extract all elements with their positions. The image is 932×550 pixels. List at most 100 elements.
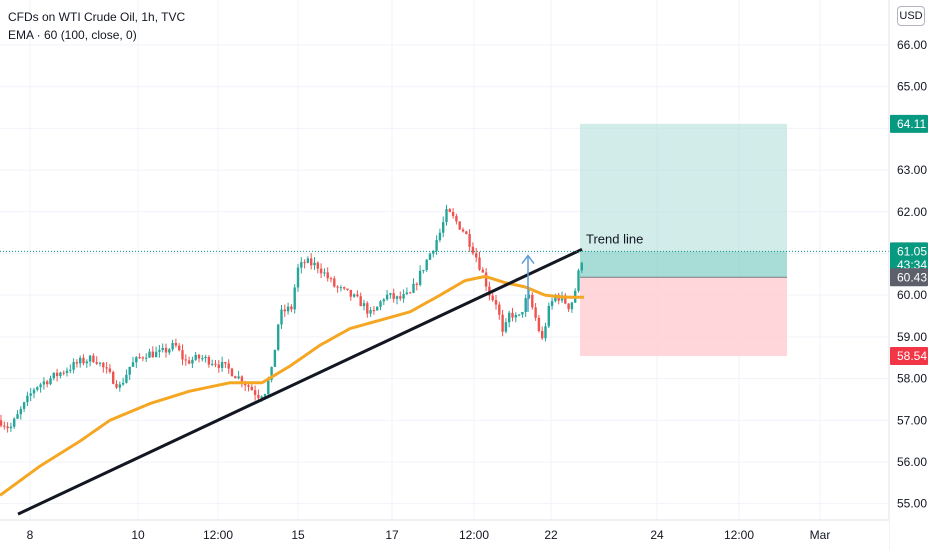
- candle-body: [59, 372, 62, 377]
- active-profit-zone: [580, 251, 787, 278]
- candle-body: [244, 383, 247, 386]
- candle-body: [300, 262, 303, 268]
- candle-body: [372, 310, 376, 312]
- candle-body: [267, 379, 270, 395]
- candle-body: [517, 314, 521, 316]
- candle-body: [379, 301, 382, 307]
- loss-zone: [580, 277, 787, 357]
- candle-body: [184, 359, 187, 361]
- price-tag-bg: [890, 347, 928, 366]
- long-position-tool[interactable]: [580, 123, 787, 357]
- price-tag-bg: [890, 268, 928, 287]
- candle-body: [118, 384, 121, 388]
- price-tag-label: 61.05: [897, 244, 927, 258]
- price-tag-bg: [890, 242, 928, 261]
- candle-body: [22, 402, 26, 409]
- candle-body: [178, 345, 181, 351]
- candle-body: [554, 294, 557, 302]
- time-axis-bg: [0, 520, 889, 550]
- candle-body: [273, 349, 277, 367]
- x-tick-label: 24: [650, 528, 664, 542]
- candle-body: [435, 240, 438, 251]
- candle-body: [550, 301, 554, 306]
- candle-body: [3, 425, 6, 427]
- candle-body: [339, 287, 343, 289]
- candle-body: [253, 390, 257, 395]
- candle-body: [310, 258, 313, 266]
- candle-body: [257, 394, 260, 399]
- candle-body: [567, 303, 570, 310]
- y-tick-label: 56.00: [897, 455, 927, 469]
- candle-body: [541, 331, 544, 339]
- candle-body: [187, 360, 191, 364]
- price-tag-label: 60.43: [897, 270, 927, 284]
- time-axis[interactable]: 8 10 12:00 15 17 12:00 22 24 12:00 Mar: [0, 519, 889, 550]
- candle-body: [286, 306, 290, 312]
- y-tick-label: 63.00: [897, 163, 927, 177]
- candle-body: [451, 211, 455, 217]
- candle-body: [112, 371, 115, 384]
- candle-body: [465, 231, 468, 235]
- candle-body: [580, 262, 583, 271]
- candle-body: [356, 294, 359, 297]
- candle-body: [85, 361, 88, 364]
- candle-body: [382, 299, 385, 302]
- candle-body: [521, 311, 524, 315]
- x-tick-label: 8: [27, 528, 34, 542]
- candle-body: [95, 362, 98, 364]
- candle-body: [220, 362, 224, 368]
- drawing-objects[interactable]: Trend line: [17, 231, 643, 516]
- candle-body: [494, 300, 498, 305]
- candle-body: [392, 293, 395, 299]
- y-tick-label: 60.00: [897, 288, 927, 302]
- candle-body: [224, 362, 227, 364]
- candle-body: [458, 221, 461, 230]
- ema-series: [0, 275, 584, 497]
- candle-body: [415, 283, 418, 285]
- candle-body: [197, 354, 201, 359]
- candle-body: [164, 347, 168, 353]
- candle-body: [115, 383, 118, 388]
- candle-body: [42, 381, 46, 385]
- candle-body: [303, 262, 306, 264]
- candle-body: [412, 283, 415, 293]
- candle-body: [131, 362, 135, 367]
- candle-body: [138, 357, 141, 359]
- indicator-label[interactable]: EMA · 60 (100, close, 0): [8, 28, 137, 42]
- x-tick-label: 22: [544, 528, 558, 542]
- candle-body: [537, 317, 541, 332]
- y-tick-label: 66.00: [897, 38, 927, 52]
- candle-body: [277, 324, 280, 350]
- candle-body: [329, 278, 333, 280]
- candle-body: [402, 294, 405, 299]
- candle-body: [366, 303, 369, 314]
- candle-body: [399, 296, 402, 299]
- y-tick-label: 59.00: [897, 330, 927, 344]
- candle-body: [92, 355, 95, 363]
- price-tag-bg: [890, 114, 928, 133]
- candle-body: [326, 272, 329, 279]
- candle-body: [121, 382, 125, 385]
- candle-body: [395, 296, 399, 299]
- candle-body: [0, 420, 3, 426]
- candle-body: [237, 376, 240, 379]
- candle-body: [432, 250, 435, 254]
- candle-body: [333, 278, 336, 287]
- candle-body: [346, 288, 349, 290]
- currency-button[interactable]: USD: [897, 6, 925, 26]
- candle-body: [6, 426, 9, 429]
- price-tag-label: 58.54: [897, 349, 927, 363]
- candle-body: [544, 326, 547, 339]
- y-tick-label: 65.00: [897, 80, 927, 94]
- candle-body: [425, 259, 428, 271]
- candle-body: [29, 393, 32, 396]
- candle-body: [362, 303, 366, 307]
- candle-body: [32, 389, 36, 394]
- candle-body: [158, 350, 161, 352]
- y-tick-label: 58.00: [897, 372, 927, 386]
- candle-body: [498, 304, 501, 315]
- symbol-title[interactable]: CFDs on WTI Crude Oil, 1h, TVC: [8, 10, 186, 24]
- candle-body: [49, 378, 52, 385]
- candle-body: [385, 294, 389, 300]
